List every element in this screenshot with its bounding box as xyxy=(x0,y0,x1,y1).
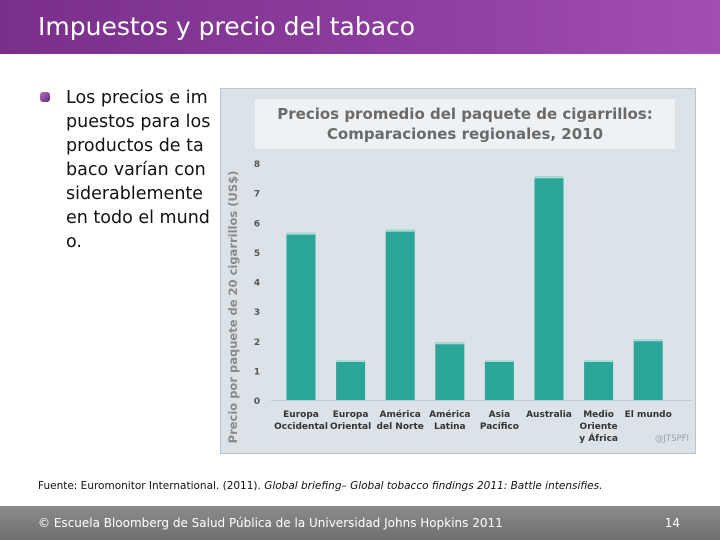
x-tick-label: Occidental xyxy=(274,422,328,432)
y-tick-label: 1 xyxy=(254,367,260,377)
chart-panel: Precios promedio del paquete de cigarril… xyxy=(220,88,696,454)
bar-highlight xyxy=(385,229,415,232)
y-tick-label: 2 xyxy=(254,338,260,348)
bar-highlight xyxy=(286,232,316,235)
source-title: Global briefing– Global tobacco findings… xyxy=(264,480,603,492)
y-tick-label: 7 xyxy=(254,190,260,200)
x-tick-label: América xyxy=(429,409,470,420)
x-tick-label: y África xyxy=(579,432,618,444)
y-tick-label: 4 xyxy=(254,279,260,289)
bar xyxy=(385,229,415,400)
x-tick-label: del Norte xyxy=(377,422,424,432)
y-tick-label: 8 xyxy=(254,160,260,170)
chart-subtitle: Comparaciones regionales, 2010 xyxy=(327,125,603,143)
y-axis-label: Precio por paquete de 20 cigarrillos (US… xyxy=(226,171,240,444)
title-bar: Impuestos y precio del tabaco xyxy=(0,0,720,54)
bar-highlight xyxy=(336,360,366,363)
bar xyxy=(584,360,614,400)
x-tick-label: El mundo xyxy=(625,410,672,420)
x-tick-label: Medio xyxy=(583,410,614,420)
bar-highlight xyxy=(435,342,465,345)
source-citation: Fuente: Euromonitor International. (2011… xyxy=(38,480,602,492)
bar-highlight xyxy=(534,176,564,179)
x-tick-label: Europa xyxy=(333,410,369,420)
slide-title: Impuestos y precio del tabaco xyxy=(38,12,416,41)
y-tick-label: 6 xyxy=(254,219,260,229)
footer-copyright: © Escuela Bloomberg de Salud Pública de … xyxy=(38,516,503,530)
bar-highlight xyxy=(633,339,663,342)
page-number: 14 xyxy=(664,516,680,530)
y-tick-label: 5 xyxy=(254,249,260,259)
x-tick-label: Europa xyxy=(283,410,319,420)
source-prefix: Fuente: Euromonitor International. (2011… xyxy=(38,480,265,492)
bar xyxy=(286,232,316,400)
y-tick-label: 0 xyxy=(254,397,260,407)
x-tick-label: Australia xyxy=(526,410,572,420)
bar xyxy=(484,360,514,400)
bullet-text: Los precios e impuestos para los product… xyxy=(66,88,211,252)
bar-highlight xyxy=(484,360,514,363)
x-tick-label: Latina xyxy=(434,422,466,432)
bar xyxy=(534,176,564,400)
x-tick-label: Asia xyxy=(489,410,510,420)
bullet-icon xyxy=(40,92,50,102)
x-tick-label: Pacífico xyxy=(480,422,519,432)
chart-watermark: @JTSPFI xyxy=(655,434,689,444)
y-tick-label: 3 xyxy=(254,308,260,318)
footer-bar: © Escuela Bloomberg de Salud Pública de … xyxy=(0,506,720,540)
chart-title-box xyxy=(255,99,675,149)
bar-chart: Precios promedio del paquete de cigarril… xyxy=(226,99,691,444)
bar-highlight xyxy=(584,360,614,363)
chart-title: Precios promedio del paquete de cigarril… xyxy=(277,105,652,123)
bar xyxy=(435,342,465,400)
x-tick-label: Oriente xyxy=(580,422,618,432)
bar xyxy=(633,339,663,400)
x-tick-label: Oriental xyxy=(330,422,371,432)
x-tick-label: América xyxy=(380,409,421,420)
bar xyxy=(336,360,366,400)
